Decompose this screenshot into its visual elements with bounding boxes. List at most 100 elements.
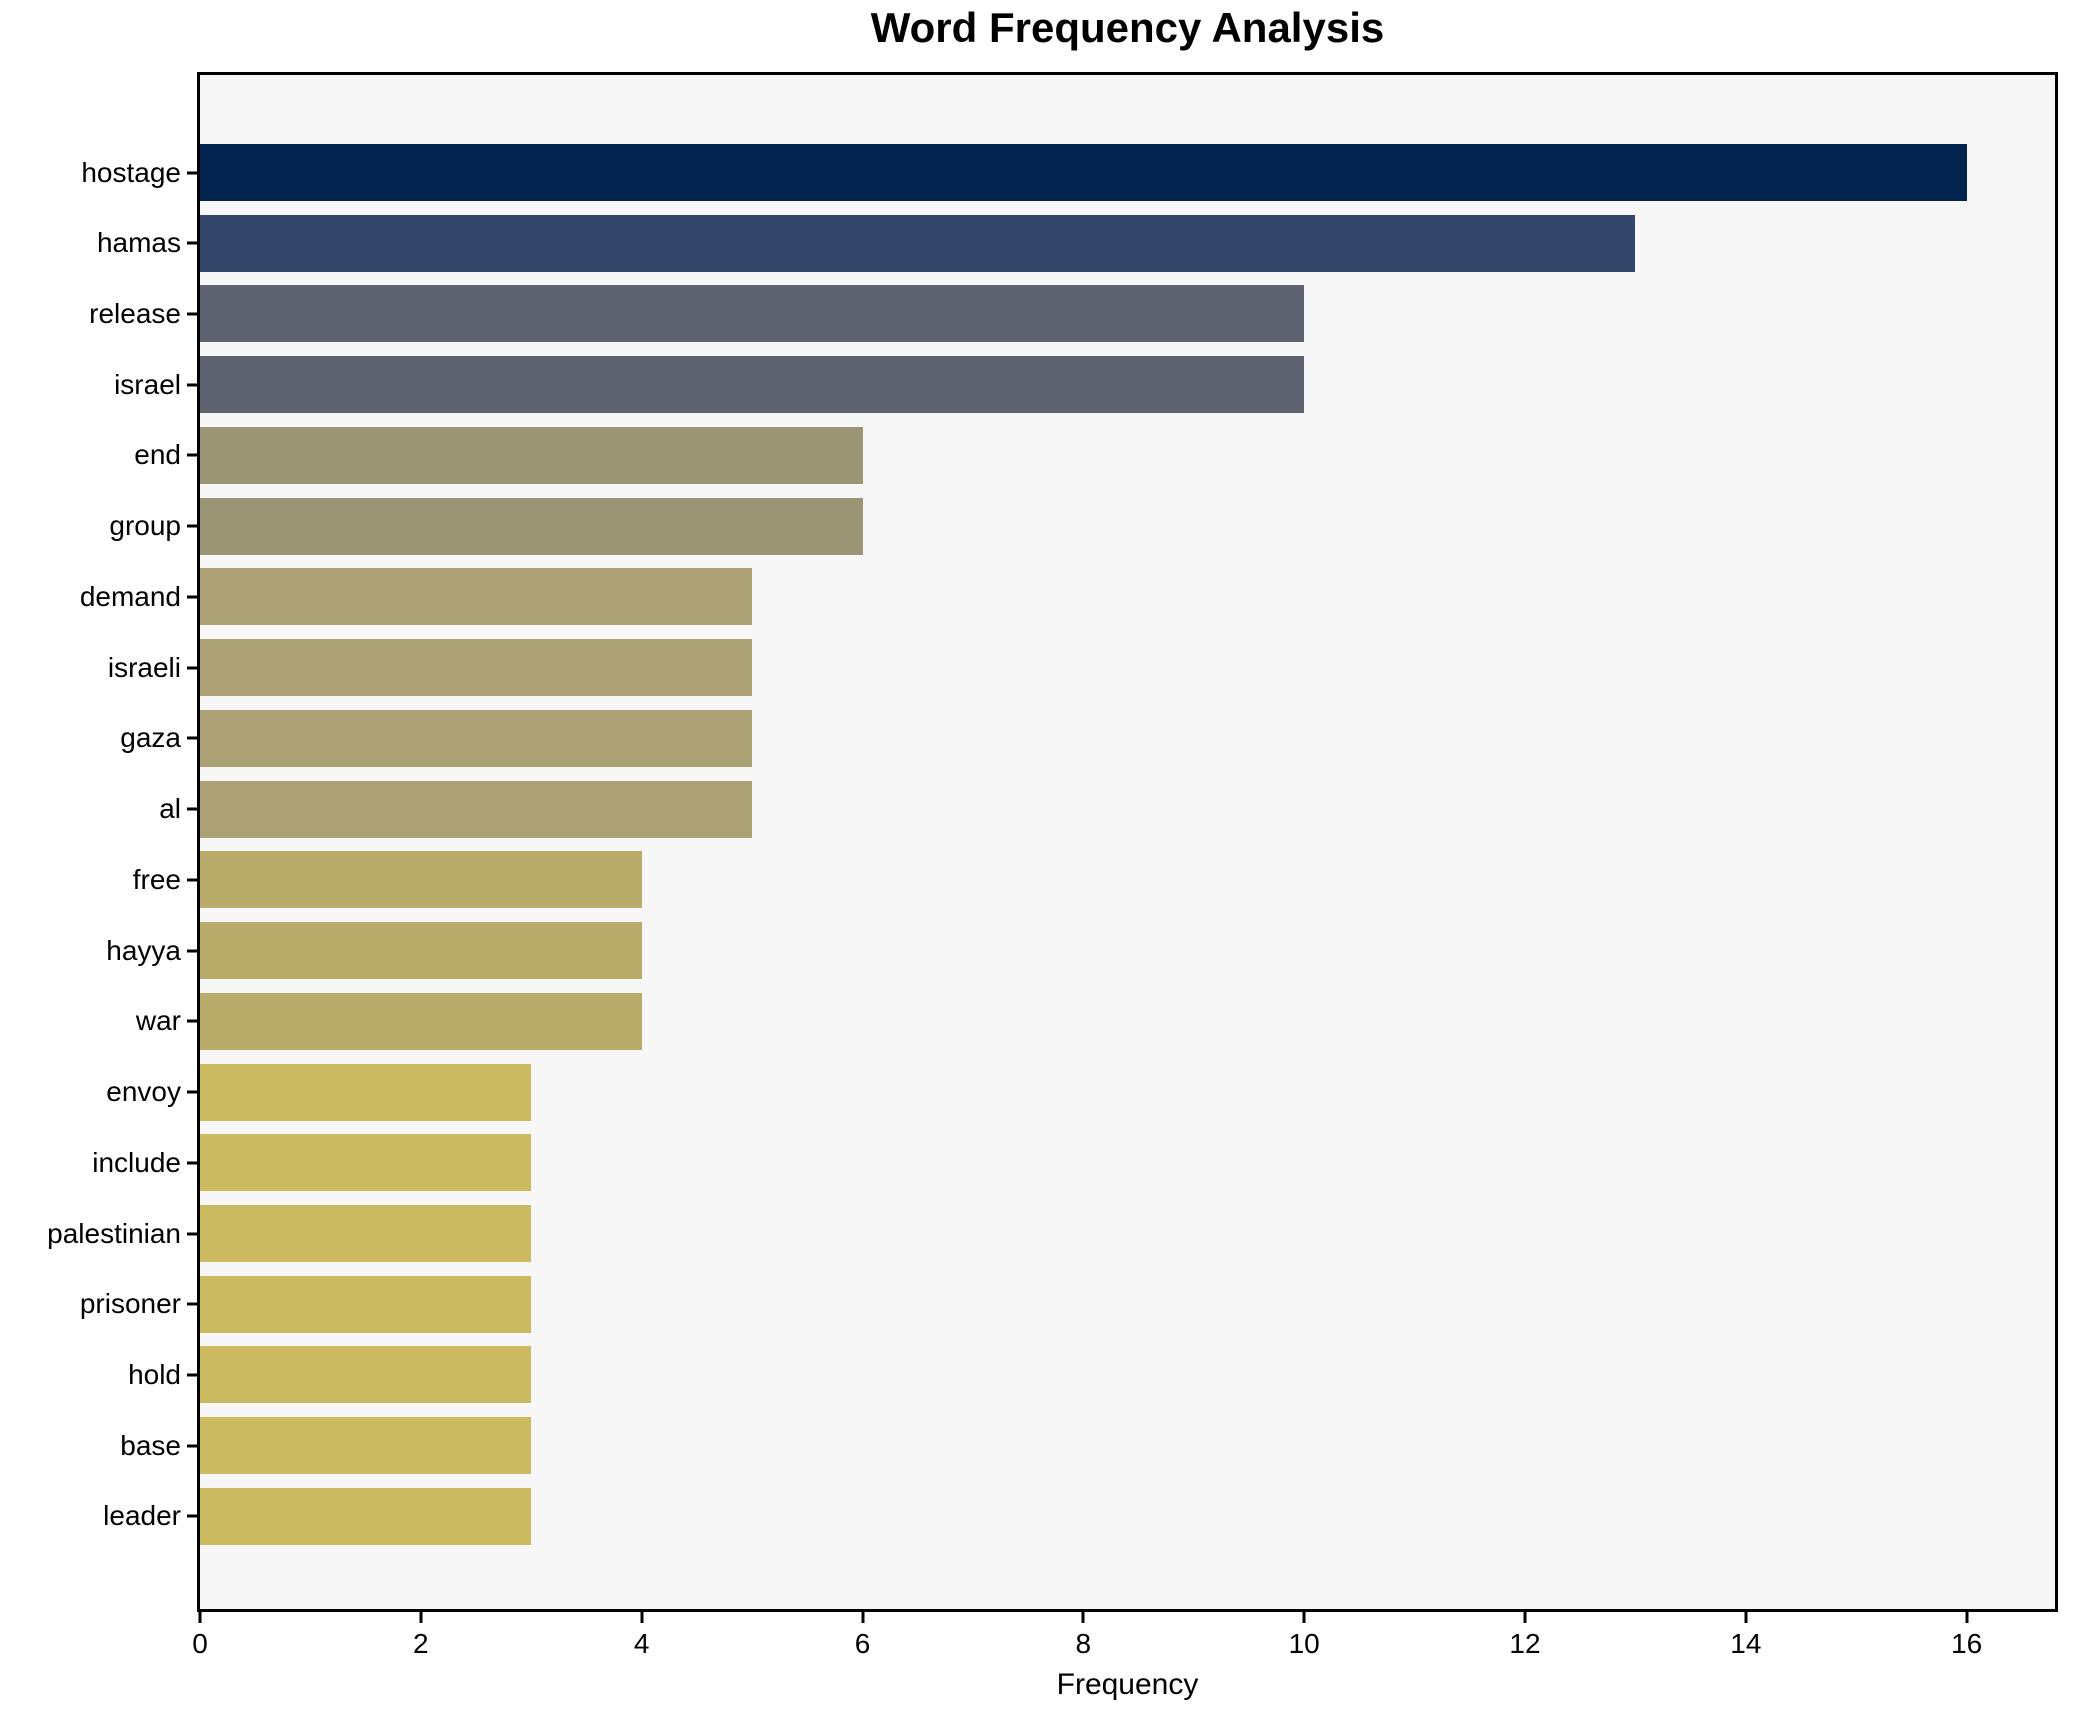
y-tick-mark [187,1019,197,1023]
bar-row: include [92,1134,2055,1192]
bars-container: hostage hamas release israel end group demand i… [47,144,2055,1545]
y-category-label: al [159,793,181,825]
y-category-label: end [134,439,181,471]
bar-base [200,1417,532,1475]
bar-row: hayya [106,922,2055,980]
bar-row: palestinian [47,1205,2055,1263]
y-category-label: leader [103,1500,181,1532]
bar-row: free [133,851,2055,909]
x-axis: 0 2 4 6 8 10 12 14 16 [192,1612,2055,1712]
y-tick-mark [187,736,197,740]
y-tick-mark [187,1373,197,1377]
bar-israeli [200,639,753,697]
y-tick-mark [187,1090,197,1094]
bar-hostage [200,144,1967,201]
x-tick-mark [1302,1612,1306,1623]
x-tick-label: 4 [633,1628,650,1659]
bar-row: release [89,285,2055,343]
x-axis-label: Frequency [1056,1668,1199,1701]
y-category-label: group [109,510,181,542]
y-category-label: hamas [96,227,181,259]
y-tick-mark [187,1232,197,1236]
bar-gaza [200,709,753,767]
y-category-label: base [120,1429,181,1461]
bar-row: hamas [97,214,2055,272]
y-tick-mark [187,453,197,457]
bar-row: prisoner [80,1275,2055,1333]
bar-row: israeli [108,639,2055,697]
y-category-label: free [132,863,181,895]
bar-envoy [200,1063,532,1121]
x-tick-mark [419,1612,423,1623]
bar-release [200,285,1305,343]
x-tick-label: 8 [1075,1628,1092,1659]
y-category-label: prisoner [79,1288,181,1320]
y-category-label: hold [128,1358,181,1390]
y-category-label: release [89,297,181,329]
x-tick-label: 14 [1730,1628,1762,1659]
x-tick-mark [1081,1612,1085,1623]
y-category-label: israeli [107,651,181,683]
bar-demand [200,568,753,626]
x-tick-label: 0 [192,1628,208,1659]
y-tick-mark [187,1444,197,1448]
y-category-label: envoy [106,1076,181,1108]
x-tick-label: 10 [1288,1628,1320,1659]
y-tick-mark [187,1161,197,1165]
x-tick-mark [198,1612,202,1623]
y-tick-mark [187,241,197,245]
y-tick-mark [187,807,197,811]
bar-end [200,426,863,484]
bar-war [200,992,642,1050]
bar-prisoner [200,1275,532,1333]
x-tick-mark [1523,1612,1527,1623]
plot-area: hostage hamas release israel end group demand i… [47,72,2058,1612]
y-category-label: include [92,1146,181,1178]
bar-hamas [200,214,1636,272]
x-tick-mark [861,1612,864,1623]
x-tick-mark [640,1612,644,1623]
bar-hold [200,1346,532,1404]
y-category-label: palestinian [47,1217,181,1249]
y-tick-mark [187,595,197,599]
y-tick-mark [187,383,197,387]
y-tick-mark [187,312,197,316]
x-tick-mark [1965,1612,1969,1623]
bar-row: group [109,497,2055,555]
y-tick-mark [187,949,197,953]
bar-free [200,851,642,909]
bar-row: hold [128,1346,2055,1404]
bar-al [200,780,753,838]
x-tick-label: 2 [413,1628,429,1659]
y-tick-mark [187,878,197,882]
y-tick-mark [187,1514,197,1518]
x-tick-mark [1744,1612,1748,1623]
y-tick-mark [187,524,197,528]
bar-group [200,497,863,555]
bar-leader [200,1487,532,1545]
bar-row: hostage [81,144,2055,201]
bar-hayya [200,922,642,980]
y-tick-mark [187,171,197,174]
bar-include [200,1134,532,1192]
bar-row: israel [114,356,2055,414]
y-category-label: israel [114,368,181,400]
y-tick-mark [187,666,197,670]
y-tick-mark [187,1302,197,1306]
y-category-label: war [135,1005,181,1037]
chart-title: Word Frequency Analysis [870,4,1385,51]
bar-row: al [159,780,2055,838]
x-tick-label: 16 [1951,1628,1983,1659]
y-category-label: demand [79,580,181,612]
bar-row: envoy [106,1063,2055,1121]
bar-row: end [134,426,2055,484]
bar-israel [200,356,1305,414]
y-category-label: hostage [81,156,181,188]
bar-row: leader [103,1487,2055,1545]
bar-palestinian [200,1205,532,1263]
bar-row: gaza [120,709,2055,767]
x-tick-label: 12 [1509,1628,1541,1659]
x-tick-label: 6 [854,1628,871,1659]
bar-row: war [136,992,2055,1050]
